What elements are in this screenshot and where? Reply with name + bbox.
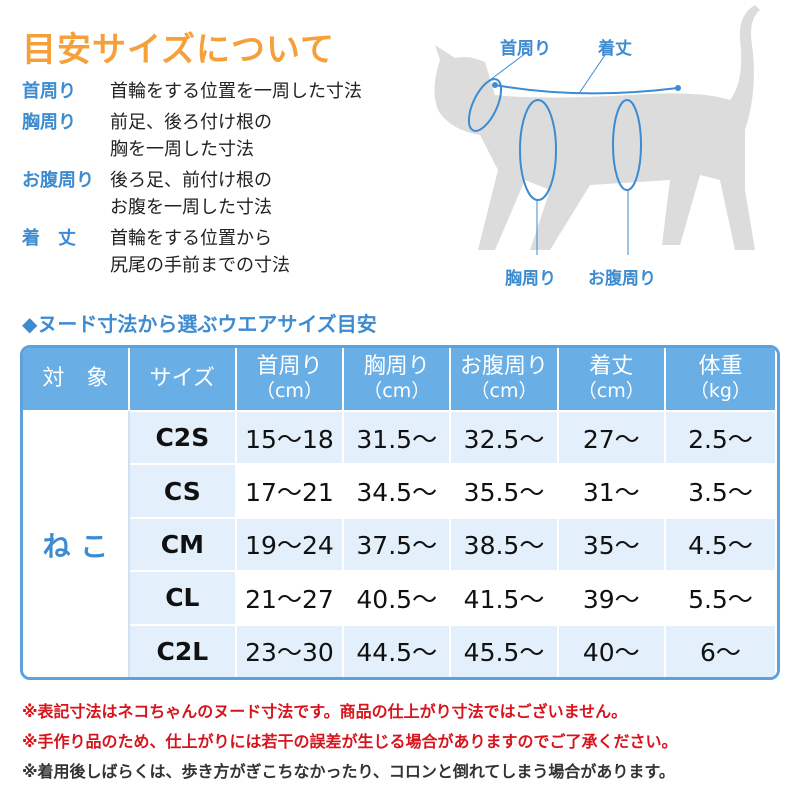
- value-cell: 23～30: [236, 623, 345, 677]
- cat-silhouette-diagram: [434, 5, 760, 255]
- table-row: CL 21～27 40.5～ 41.5～ 39～ 5.5～: [23, 570, 777, 624]
- size-cell: CL: [129, 570, 237, 624]
- label-belly: お腹周り: [588, 269, 656, 289]
- notes: ※表記寸法はネコちゃんのヌード寸法です。商品の仕上がり寸法ではございません。 ※…: [22, 697, 678, 787]
- value-cell: 31～: [558, 463, 666, 517]
- value-cell: 40.5～: [344, 570, 452, 624]
- value-cell: 21～27: [236, 570, 345, 624]
- table-row: ね こ C2S 15～18 31.5～ 32.5～ 27～ 2.5～: [23, 410, 777, 677]
- note: ※着用後しばらくは、歩き方がぎこちなかったり、コロンと倒れてしまう場合があります…: [22, 762, 675, 781]
- value-cell: 17～21: [236, 463, 345, 517]
- column-header: サイズ: [129, 348, 237, 410]
- value-cell: 3.5～: [665, 463, 777, 517]
- column-header: 首周り （cm）: [236, 348, 345, 410]
- column-header: お腹周り （cm）: [451, 348, 559, 410]
- definitions: 首周り 首輪をする位置を一周した寸法 胸周り 前足、後ろ付け根の 胸を一周した寸法 …: [22, 78, 362, 283]
- page-title: 目安サイズについて: [22, 30, 335, 70]
- value-cell: 44.5～: [344, 623, 452, 677]
- value-cell: 19～24: [236, 516, 345, 571]
- value-cell: 35～: [558, 516, 666, 571]
- header-label: 対 象: [42, 366, 109, 391]
- target-cell: ね こ: [23, 410, 130, 677]
- header-label: お腹周り: [460, 354, 549, 379]
- header-unit: （cm）: [363, 380, 431, 402]
- definition-item: 着 丈 首輪をする位置から 尻尾の手前までの寸法: [22, 225, 362, 279]
- header-unit: （cm）: [470, 380, 538, 402]
- value-cell: 45.5～: [451, 623, 559, 677]
- term: お腹周り: [22, 170, 94, 191]
- value-cell: 31.5～: [344, 410, 452, 464]
- size-cell: C2L: [129, 623, 237, 677]
- table-row: C2L 23～30 44.5～ 45.5～ 40～ 6～: [23, 623, 777, 677]
- column-header: 胸周り （cm）: [344, 348, 452, 410]
- table-row: CM 19～24 37.5～ 38.5～ 35～ 4.5～: [23, 516, 777, 571]
- definition-item: 胸周り 前足、後ろ付け根の 胸を一周した寸法: [22, 109, 362, 163]
- value-cell: 41.5～: [451, 570, 559, 624]
- value-cell: 32.5～: [451, 410, 559, 464]
- header-label: 胸周り: [363, 354, 430, 379]
- desc: 後ろ足、前付け根の お腹を一周した寸法: [110, 170, 272, 218]
- header-label: サイズ: [149, 366, 215, 391]
- value-cell: 6～: [665, 623, 777, 677]
- note: ※手作り品のため、仕上がりには若干の誤差が生じる場合がありますのでご了承ください…: [22, 732, 678, 751]
- value-cell: 15～18: [236, 410, 345, 464]
- header-label: 体重: [698, 354, 743, 379]
- label-chest: 胸周り: [505, 269, 556, 289]
- value-cell: 40～: [558, 623, 666, 677]
- label-length: 着丈: [598, 39, 632, 59]
- value-cell: 4.5～: [665, 516, 777, 571]
- column-header: 着丈 （cm）: [558, 348, 666, 410]
- header-unit: （kg）: [689, 380, 751, 402]
- value-cell: 39～: [558, 570, 666, 624]
- desc: 首輪をする位置から 尻尾の手前までの寸法: [110, 228, 290, 276]
- size-cell: CS: [129, 463, 237, 517]
- term: 胸周り: [22, 112, 76, 133]
- definition-item: お腹周り 後ろ足、前付け根の お腹を一周した寸法: [22, 167, 362, 221]
- value-cell: 38.5～: [451, 516, 559, 571]
- note: ※表記寸法はネコちゃんのヌード寸法です。商品の仕上がり寸法ではございません。: [22, 702, 628, 721]
- column-header: 対 象: [23, 348, 130, 410]
- value-cell: 35.5～: [451, 463, 559, 517]
- table-row: CS 17～21 34.5～ 35.5～ 31～ 3.5～: [23, 463, 777, 517]
- value-cell: 37.5～: [344, 516, 452, 571]
- size-table: 対 象サイズ 首周り （cm） 胸周り （cm） お腹周り （cm） 着丈 （cm） 体重 （kg）…: [20, 345, 780, 680]
- header-label: 着丈: [589, 354, 634, 379]
- value-cell: 5.5～: [665, 570, 777, 624]
- header-unit: （cm）: [255, 380, 323, 402]
- value-cell: 2.5～: [665, 410, 777, 464]
- value-cell: 34.5～: [344, 463, 452, 517]
- size-cell: CM: [129, 516, 237, 571]
- header-label: 首周り: [256, 354, 323, 379]
- definition-item: 首周り 首輪をする位置を一周した寸法: [22, 78, 362, 105]
- section-subtitle: ◆ヌード寸法から選ぶウエアサイズ目安: [22, 312, 377, 336]
- desc: 首輪をする位置を一周した寸法: [110, 81, 362, 102]
- label-neck: 首周り: [500, 39, 551, 59]
- value-cell: 27～: [558, 410, 666, 464]
- desc: 前足、後ろ付け根の 胸を一周した寸法: [110, 112, 272, 160]
- header-unit: （cm）: [577, 380, 645, 402]
- column-header: 体重 （kg）: [665, 348, 777, 410]
- term: 首周り: [22, 81, 76, 102]
- size-cell: C2S: [129, 410, 237, 464]
- term: 着 丈: [22, 228, 76, 249]
